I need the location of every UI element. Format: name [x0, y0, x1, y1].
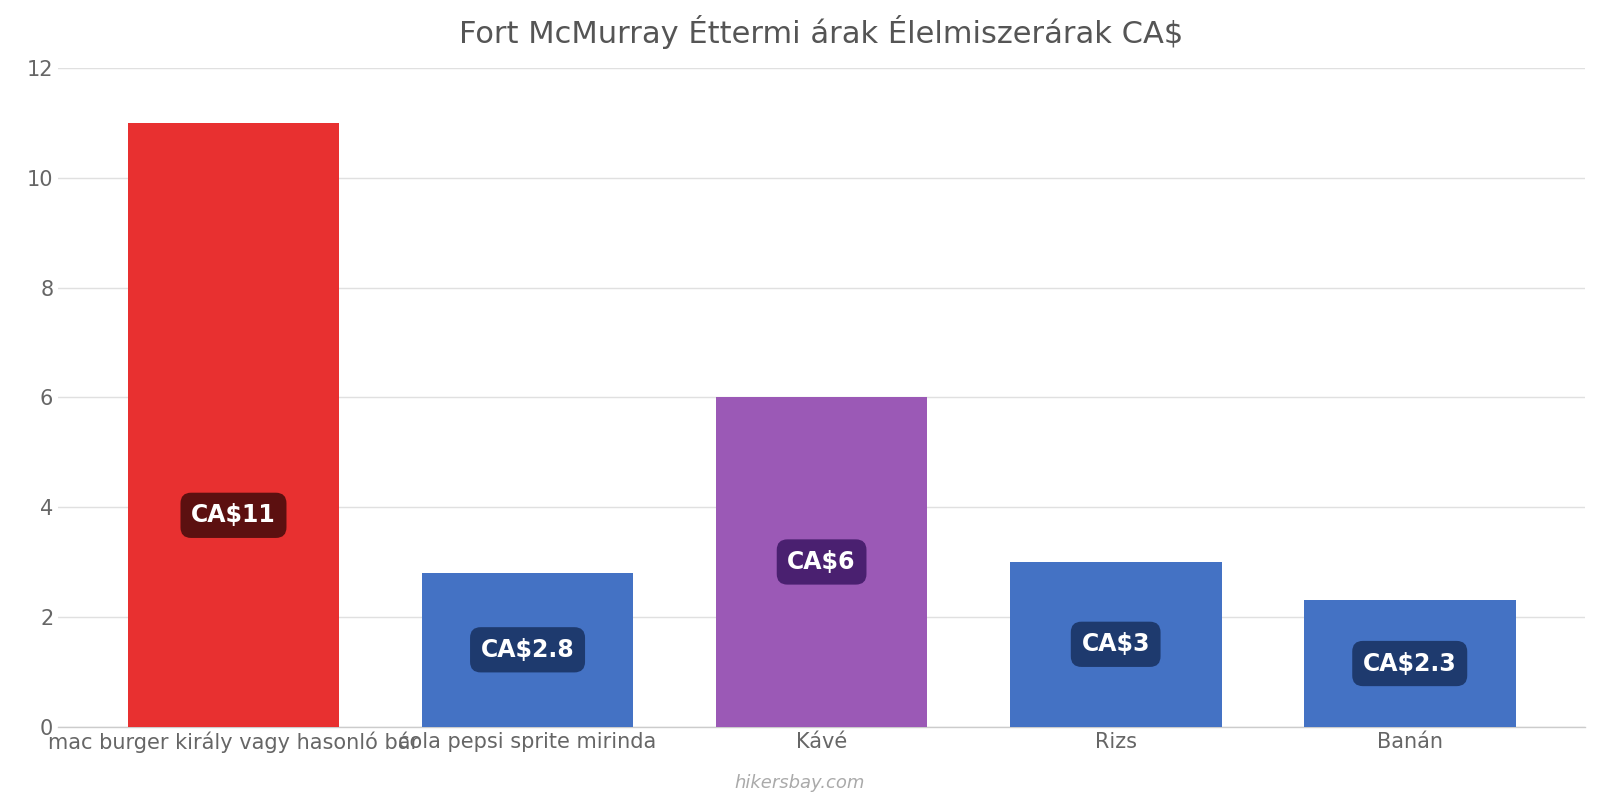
Text: CA$11: CA$11: [190, 503, 275, 527]
Title: Fort McMurray Éttermi árak Élelmiszerárak CA$: Fort McMurray Éttermi árak Élelmiszerára…: [459, 15, 1184, 49]
Text: CA$3: CA$3: [1082, 632, 1150, 656]
Text: CA$6: CA$6: [787, 550, 856, 574]
Bar: [1010, 562, 1221, 726]
Text: CA$2.3: CA$2.3: [1363, 651, 1456, 675]
Bar: [422, 573, 634, 726]
Bar: [715, 398, 928, 726]
Text: hikersbay.com: hikersbay.com: [734, 774, 866, 792]
Bar: [128, 123, 339, 726]
Bar: [1304, 600, 1515, 726]
Text: CA$2.8: CA$2.8: [480, 638, 574, 662]
